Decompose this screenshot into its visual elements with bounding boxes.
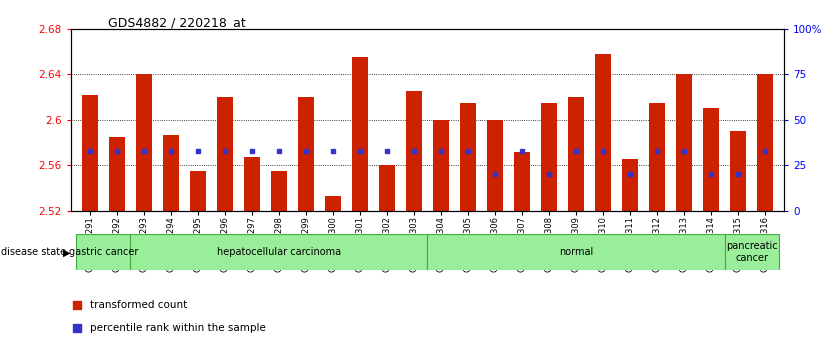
Text: disease state: disease state [1, 247, 66, 257]
Bar [76, 234, 130, 270]
Bar [541, 103, 557, 211]
Bar [324, 196, 341, 211]
Bar [189, 171, 206, 211]
Bar [217, 97, 233, 211]
Bar [725, 234, 779, 270]
Bar [130, 234, 427, 270]
Bar [757, 74, 773, 211]
Bar [298, 97, 314, 211]
Bar [244, 157, 260, 211]
Bar [730, 131, 746, 211]
Text: gastric cancer: gastric cancer [68, 247, 138, 257]
Bar [514, 152, 530, 211]
Bar [136, 74, 152, 211]
Bar [487, 120, 503, 211]
Bar [433, 120, 449, 211]
Text: GDS4882 / 220218_at: GDS4882 / 220218_at [108, 16, 246, 29]
Text: hepatocellular carcinoma: hepatocellular carcinoma [217, 247, 341, 257]
Bar [568, 97, 584, 211]
Bar [595, 54, 611, 211]
Bar [622, 159, 638, 211]
Text: percentile rank within the sample: percentile rank within the sample [90, 323, 265, 333]
Text: normal: normal [559, 247, 593, 257]
Bar [379, 165, 395, 211]
Bar [82, 95, 98, 211]
Bar [406, 91, 422, 211]
Text: pancreatic
cancer: pancreatic cancer [726, 241, 777, 263]
Bar [649, 103, 665, 211]
Text: ▶: ▶ [63, 247, 70, 257]
Bar [108, 137, 125, 211]
Bar [703, 109, 719, 211]
Bar [676, 74, 692, 211]
Bar [427, 234, 725, 270]
Bar [460, 103, 476, 211]
Bar [352, 57, 368, 211]
Text: transformed count: transformed count [90, 299, 187, 310]
Bar [163, 135, 179, 211]
Bar [271, 171, 287, 211]
